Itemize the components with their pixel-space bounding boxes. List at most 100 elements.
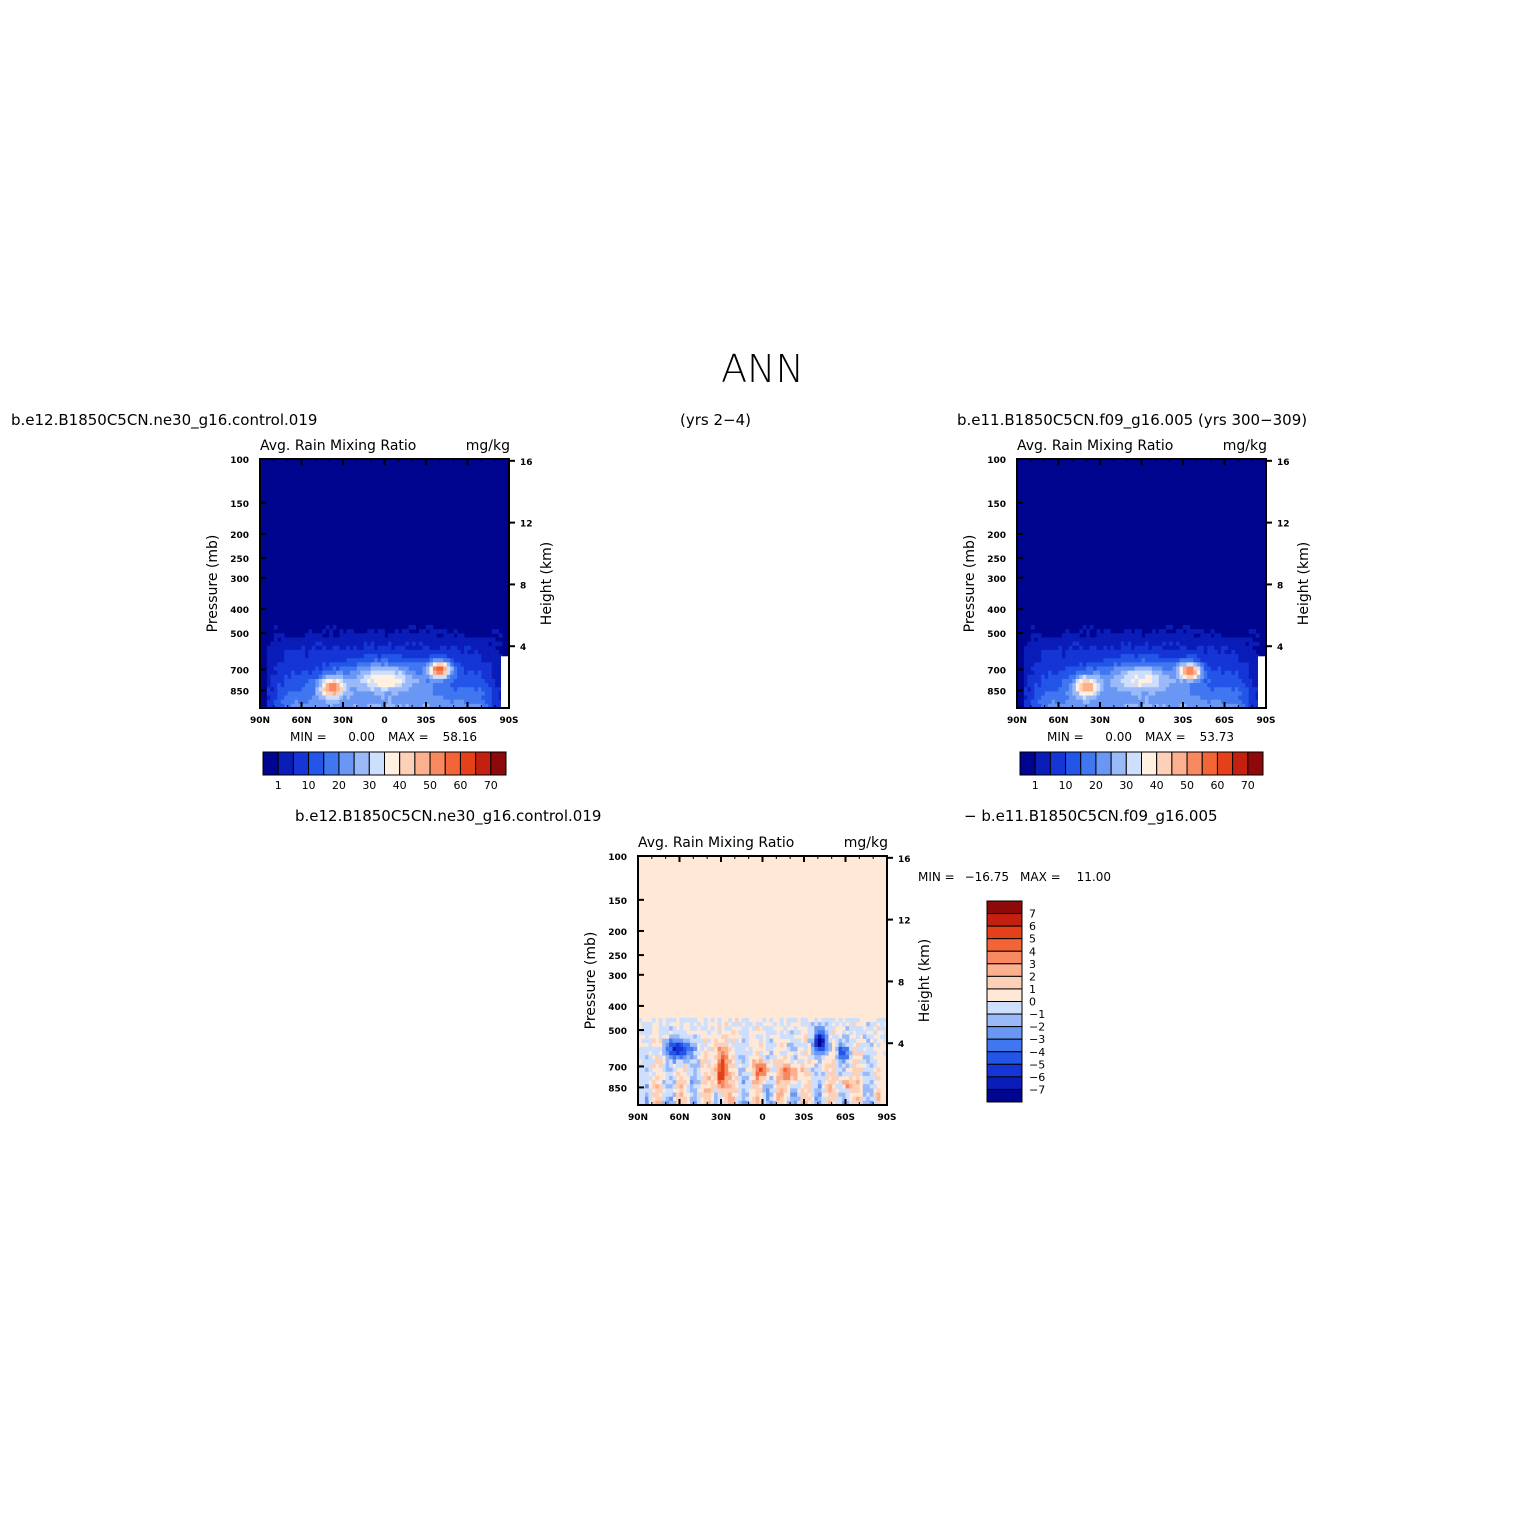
field-cell bbox=[859, 1067, 864, 1073]
field-cell bbox=[1224, 645, 1229, 651]
field-cell bbox=[752, 1063, 756, 1069]
field-cell bbox=[769, 1100, 774, 1106]
field-cell bbox=[662, 1092, 667, 1098]
field-cell bbox=[287, 666, 292, 672]
field-cell bbox=[696, 1067, 701, 1073]
field-cell bbox=[1183, 670, 1187, 676]
field-cell bbox=[273, 703, 278, 709]
field-cell bbox=[772, 1100, 777, 1106]
y2-tick-label: 12 bbox=[898, 917, 911, 927]
field-cell bbox=[883, 1017, 888, 1023]
colorbar-box bbox=[986, 1001, 1023, 1015]
field-cell bbox=[1193, 637, 1198, 642]
field-cell bbox=[266, 662, 271, 667]
field-cell bbox=[1151, 641, 1156, 647]
field-cell bbox=[1041, 662, 1046, 667]
field-cell bbox=[432, 629, 437, 634]
field-cell bbox=[439, 654, 444, 659]
field-cell bbox=[821, 1071, 826, 1077]
field-cell bbox=[738, 1075, 743, 1081]
field-cell bbox=[1196, 678, 1201, 684]
field-cell bbox=[1176, 654, 1180, 659]
field-cell bbox=[1245, 683, 1250, 688]
field-cell bbox=[759, 1080, 763, 1085]
field-cell bbox=[762, 1017, 767, 1023]
field-cell bbox=[270, 683, 275, 688]
field-cell bbox=[672, 1030, 677, 1035]
field-cell bbox=[287, 658, 292, 663]
field-cell bbox=[1034, 662, 1039, 667]
field-cell bbox=[460, 662, 465, 667]
field-cell bbox=[1089, 687, 1094, 692]
field-cell bbox=[1093, 649, 1097, 655]
field-cell bbox=[1061, 637, 1066, 642]
field-cell bbox=[1227, 691, 1232, 696]
field-cell bbox=[1068, 666, 1073, 672]
field-cell bbox=[443, 658, 448, 663]
field-cell bbox=[1044, 654, 1049, 659]
field-cell bbox=[315, 649, 320, 655]
field-cell bbox=[759, 1075, 763, 1081]
field-cell bbox=[1141, 703, 1146, 709]
y-tick-label: 100 bbox=[230, 456, 249, 466]
field-cell bbox=[696, 1034, 701, 1039]
field-cell bbox=[1072, 641, 1077, 647]
field-cell bbox=[1096, 654, 1101, 659]
field-cell bbox=[325, 703, 330, 709]
field-cell bbox=[1124, 658, 1129, 663]
field-cell bbox=[1072, 666, 1077, 672]
field-cell bbox=[1058, 695, 1063, 701]
field-cell bbox=[1172, 666, 1177, 672]
field-cell bbox=[498, 654, 503, 659]
field-cell bbox=[817, 1080, 822, 1085]
field-cell bbox=[1169, 666, 1174, 672]
field-cell bbox=[717, 1071, 722, 1077]
field-cell bbox=[1183, 641, 1187, 647]
field-cell bbox=[1044, 666, 1049, 672]
field-cell bbox=[689, 1051, 694, 1056]
field-cell bbox=[862, 1030, 867, 1035]
field-cell bbox=[1255, 678, 1260, 684]
plot-units: mg/kg bbox=[466, 438, 510, 454]
field-cell bbox=[304, 674, 309, 680]
field-cell bbox=[1200, 662, 1205, 667]
field-cell bbox=[838, 1067, 843, 1073]
field-cell bbox=[384, 666, 389, 672]
field-cell bbox=[638, 1075, 642, 1081]
field-cell bbox=[665, 1100, 670, 1106]
field-cell bbox=[1162, 699, 1167, 705]
field-cell bbox=[349, 645, 354, 651]
field-cell bbox=[769, 1046, 774, 1052]
field-cell bbox=[790, 1055, 795, 1060]
field-cell bbox=[415, 703, 420, 709]
field-cell bbox=[662, 1096, 667, 1102]
field-cell bbox=[755, 1022, 760, 1027]
field-cell bbox=[807, 1038, 812, 1044]
field-cell bbox=[1051, 670, 1056, 676]
field-cell bbox=[1117, 637, 1122, 642]
field-cell bbox=[810, 1051, 815, 1056]
field-cell bbox=[689, 1026, 694, 1031]
field-cell bbox=[1207, 691, 1212, 696]
y-tick-label: 150 bbox=[230, 500, 249, 510]
field-cell bbox=[311, 649, 316, 655]
field-cell bbox=[703, 1026, 708, 1031]
y-tick-label: 500 bbox=[987, 630, 1006, 640]
field-cell bbox=[1100, 666, 1104, 672]
field-cell bbox=[484, 662, 489, 667]
field-cell bbox=[412, 703, 417, 709]
field-cell bbox=[1217, 654, 1222, 659]
field-cell bbox=[453, 658, 458, 663]
field-cell bbox=[1207, 687, 1212, 692]
field-cell bbox=[453, 666, 458, 672]
field-cell bbox=[1141, 666, 1146, 672]
field-cell bbox=[696, 1075, 701, 1081]
field-cell bbox=[374, 699, 378, 705]
field-cell bbox=[686, 1017, 691, 1023]
field-cell bbox=[1148, 674, 1153, 680]
field-cell bbox=[457, 670, 461, 676]
field-cell bbox=[689, 1096, 694, 1102]
field-cell bbox=[658, 1084, 663, 1089]
field-cell bbox=[738, 1055, 743, 1060]
field-cell bbox=[848, 1038, 853, 1044]
